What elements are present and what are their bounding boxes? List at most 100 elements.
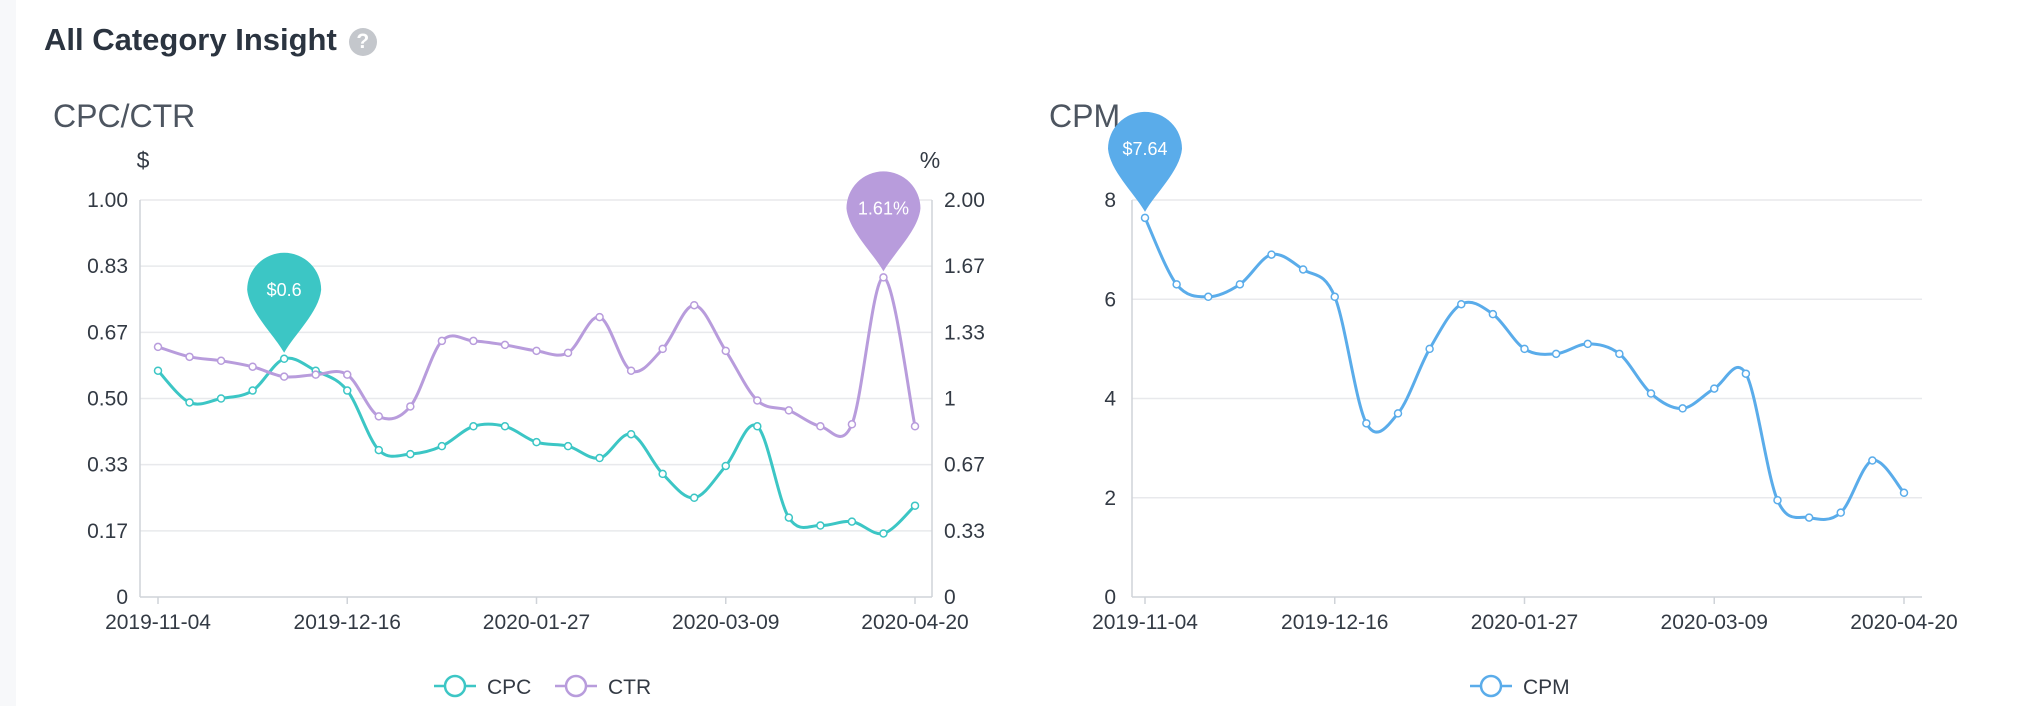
data-point-cpm (1457, 299, 1466, 309)
x-tick-label: 2019-11-04 (105, 611, 211, 634)
data-point-cpc (153, 366, 163, 375)
data-point-cpc (563, 441, 573, 451)
data-point-cpm (1899, 488, 1909, 498)
page-header: All Category Insight ? (44, 22, 377, 58)
legend-label-ctr: CTR (608, 676, 651, 699)
data-point-ctr (658, 344, 667, 354)
data-point-cpc (437, 441, 447, 451)
data-point-cpc (248, 386, 257, 395)
y-right-tick-label: 1 (944, 388, 956, 411)
x-tick-label: 2020-03-09 (672, 611, 779, 634)
data-point-ctr (563, 348, 573, 358)
legend-symbol-ctr (564, 674, 588, 698)
data-point-cpm (1140, 213, 1150, 223)
data-point-cpc (343, 386, 352, 395)
y-left-unit: $ (137, 147, 150, 173)
y-tick-label: 0 (1104, 586, 1116, 609)
data-point-cpm (1298, 265, 1308, 274)
data-point-ctr (879, 273, 888, 282)
data-point-cpc (689, 493, 699, 502)
data-point-cpm (1741, 369, 1751, 378)
data-point-cpm (1330, 292, 1339, 302)
y-left-tick-label: 0.50 (87, 388, 128, 411)
data-point-cpm (1583, 339, 1592, 349)
y-right-tick-label: 0.33 (944, 520, 985, 543)
data-point-ctr (689, 300, 699, 310)
data-point-ctr (279, 372, 289, 381)
data-point-cpc (816, 521, 825, 530)
data-point-ctr (153, 342, 163, 352)
legend-label-cpm: CPM (1523, 676, 1570, 699)
data-point-cpm (1615, 349, 1624, 359)
data-point-cpm (1804, 513, 1814, 522)
data-point-cpm (1425, 344, 1434, 354)
marker-pin-cpc-label: $0.6 (267, 280, 302, 300)
data-point-cpc (279, 354, 289, 364)
marker-pin-cpc (247, 252, 322, 353)
data-point-cpm (1520, 344, 1529, 354)
data-point-ctr (406, 402, 415, 411)
data-point-cpm (1868, 456, 1877, 465)
data-point-ctr (721, 346, 730, 356)
y-right-tick-label: 0.67 (944, 454, 985, 477)
y-right-tick-label: 1.33 (944, 321, 985, 344)
data-point-cpm (1172, 280, 1181, 289)
x-tick-label: 2020-03-09 (1661, 611, 1768, 634)
data-point-cpm (1646, 389, 1656, 398)
data-point-ctr (216, 356, 226, 366)
data-point-cpm (1836, 508, 1845, 517)
y-right-tick-label: 2.00 (944, 189, 985, 212)
question-circle-icon[interactable]: ? (348, 28, 377, 56)
data-point-cpm (1710, 384, 1719, 393)
legend-symbol-cpm (1479, 674, 1503, 698)
data-point-ctr (248, 362, 257, 371)
y-tick-label: 2 (1104, 487, 1116, 510)
data-point-ctr (847, 420, 857, 429)
x-tick-label: 2019-12-16 (294, 611, 401, 634)
y-left-tick-label: 1.00 (87, 189, 128, 212)
chart-title-cpm: CPM (1049, 98, 1121, 134)
data-point-cpm (1362, 419, 1371, 428)
data-point-cpm (1393, 409, 1403, 418)
y-left-tick-label: 0 (116, 586, 128, 609)
data-point-ctr (816, 422, 825, 431)
marker-pin-cpm (1108, 111, 1182, 212)
y-left-tick-label: 0.67 (87, 321, 128, 344)
data-point-cpm (1235, 280, 1245, 289)
data-point-ctr (185, 352, 194, 362)
y-right-tick-label: 1.67 (944, 255, 985, 278)
y-left-tick-label: 0.83 (87, 255, 128, 278)
y-left-tick-label: 0.17 (87, 520, 128, 543)
data-point-ctr (500, 340, 510, 350)
data-point-ctr (532, 346, 541, 356)
data-point-cpc (185, 398, 194, 407)
data-point-ctr (469, 336, 478, 346)
data-point-cpm (1551, 349, 1561, 359)
data-point-ctr (753, 396, 762, 405)
y-right-tick-label: 0 (944, 586, 956, 609)
x-tick-label: 2020-04-20 (1850, 611, 1957, 634)
data-point-ctr (343, 370, 352, 379)
data-point-cpc (216, 394, 226, 403)
data-point-ctr (595, 312, 604, 322)
y-left-tick-label: 0.33 (87, 454, 128, 477)
x-tick-label: 2020-01-27 (1471, 611, 1578, 634)
data-point-cpm (1204, 292, 1213, 302)
series-line-cpm (1143, 217, 1906, 521)
data-point-cpm (1678, 404, 1687, 413)
chart-title-cpc-ctr: CPC/CTR (53, 98, 196, 134)
data-point-ctr (374, 412, 384, 421)
x-tick-label: 2019-12-16 (1281, 611, 1388, 634)
marker-pin-ctr (846, 171, 921, 272)
data-point-cpm (1488, 309, 1498, 319)
data-point-cpc (469, 422, 478, 431)
y-tick-label: 8 (1104, 189, 1116, 212)
data-point-cpc (500, 422, 510, 431)
data-point-cpc (658, 469, 667, 479)
x-tick-label: 2020-01-27 (483, 611, 590, 634)
legend-symbol-cpc (443, 674, 467, 698)
data-point-cpc (753, 422, 762, 431)
marker-pin-cpm-label: $7.64 (1122, 139, 1167, 159)
data-point-cpc (847, 517, 857, 526)
